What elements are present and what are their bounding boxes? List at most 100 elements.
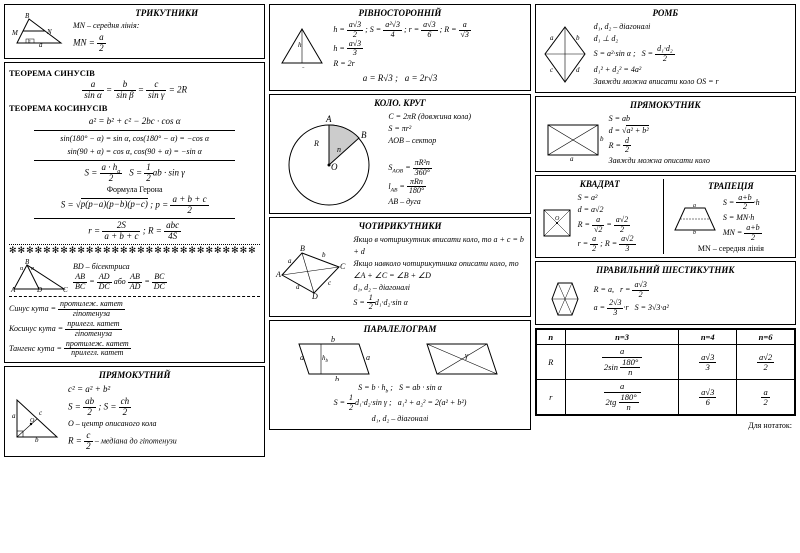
svg-text:a: a [570,155,574,161]
box-poly-table: n n=3 n=4 n=6 R a2sin 180°n a√33 a√22 r … [535,328,796,416]
svg-text:b: b [576,34,580,42]
cell: a√33 [679,345,737,380]
right-triangle-icon: O a b c [9,392,64,442]
svg-text:α: α [31,266,35,272]
hexagon-icon [540,277,590,321]
cell: a√22 [737,345,795,380]
th-n4: n=4 [679,330,737,345]
box-hexagon: ПРАВИЛЬНИЙ ШЕСТИКУТНИК R = a, r = a√32 a… [535,261,796,325]
svg-text:C: C [340,262,346,271]
hexagon-formulas: R = a, r = a√32 a = 2√33·r S = 3√3·a² [594,281,669,318]
svg-text:B: B [25,259,30,266]
svg-text:A: A [10,286,16,293]
svg-text:M: M [11,29,19,37]
box-square-trap: КВАДРАТ O S = a²d = a√2 R = a√2 = a√22 r… [535,175,796,258]
td-r: r [536,380,565,415]
svg-text:b: b [335,375,339,381]
rectangle-icon: a b [540,119,605,161]
trapezoid-icon: a b [671,202,719,234]
rhombus-formulas: d₁, d₂ – діагоналі d₁ ⊥ d₂ S = a²·sin α … [594,21,719,88]
svg-text:O: O [30,418,35,424]
svg-text:h: h [28,40,31,45]
box-rhombus: РОМБ a b c d d₁, d₂ – діагоналі d₁ ⊥ d₂ … [535,4,796,93]
svg-text:a: a [301,65,305,68]
box-quadrilaterals: ЧОТИРИКУТНИКИ A B C D a b c d Якщо в чот… [269,217,530,318]
svg-text:R: R [313,139,319,148]
rhombus-title: РОМБ [540,8,791,18]
cell: a2tg 180°n [565,380,679,415]
rhombus-icon: a b c d [540,22,590,87]
bisector-formulas: BD – бісектриса ABBC = ADDC або ABAD = B… [73,261,167,292]
hexagon-title: ПРАВИЛЬНИЙ ШЕСТИКУТНИК [540,265,791,275]
triangles-title: ТРИКУТНИКИ [73,8,260,18]
svg-text:O: O [555,216,560,222]
circle-icon: O A B R n [274,110,384,210]
cosine-f3: sin(90 + α) = cos α, cos(90 + α) = −sin … [9,146,260,158]
svg-text:D: D [311,292,318,300]
cell: a2sin 180°n [565,345,679,380]
column-1: a M N B h ТРИКУТНИКИ MN – середня лінія:… [4,4,265,549]
sine-title: ТЕОРЕМА СИНУСІВ [9,68,260,78]
sine-formula: asin α = bsin β = csin γ = 2R [9,80,260,101]
notes-label: Для нотаток: [535,419,796,432]
th-n3: n=3 [565,330,679,345]
column-3: РОМБ a b c d d₁, d₂ – діагоналі d₁ ⊥ d₂ … [535,4,796,549]
box-rectangle: ПРЯМОКУТНИК a b S = ab d = √a² + b² R = … [535,96,796,173]
svg-text:B: B [361,130,367,140]
svg-text:d: d [576,66,580,74]
svg-text:h: h [298,41,302,49]
trap-title: ТРАПЕЦІЯ [671,181,791,191]
quad-title: ЧОТИРИКУТНИКИ [274,221,525,231]
td-R: R [536,345,565,380]
right-title: ПРЯМОКУТНИЙ [9,370,260,380]
rectangle-formulas: S = ab d = √a² + b² R = d2 Завжди можна … [609,113,710,168]
svg-text:b: b [693,230,696,234]
trig-tan: Тангенс кута = протилеж. катетприлегл. к… [9,340,260,359]
bisector-icon: A B C D α α [9,259,69,293]
trap-formulas: S = a+b2·h S = MN·h MN = a+b2 [723,194,762,243]
equilateral-title: РІВНОСТОРОННІЙ [274,8,525,18]
svg-text:a: a [300,353,304,362]
parallelogram-icon-1: b b a a hb [291,336,381,381]
svg-text:b: b [35,436,39,442]
svg-text:a: a [39,41,43,49]
parallelogram-title: ПАРАЛЕЛОГРАМ [274,324,525,334]
svg-text:A: A [275,270,281,279]
square-formulas: S = a²d = a√2 R = a√2 = a√22 r = a2 ; R … [578,192,636,253]
heron-label: Формула Герона [9,185,260,194]
svg-text:B: B [25,13,30,20]
svg-text:a: a [550,34,554,42]
cosine-f2: sin(180° − α) = sin α, cos(180° − α) = −… [9,133,260,145]
svg-text:b: b [331,336,335,344]
midline-label: MN – середня лінія: [73,20,260,32]
quad-icon: A B C D a b c d [274,245,349,300]
svg-text:C: C [63,286,68,293]
svg-text:D: D [36,286,42,293]
box-circle: КОЛО. КРУГ O A B R n C = 2πR (довжина ко… [269,94,530,214]
radii-formula: r = 2Sa + b + c ; R = abc4S [9,221,260,242]
cell: a√36 [679,380,737,415]
box-sine-theorem: ТЕОРЕМА СИНУСІВ asin α = bsin β = csin γ… [4,62,265,363]
box-right-triangle: ПРЯМОКУТНИЙ O a b c c² = a² + b² S = ab2… [4,366,265,457]
svg-text:d: d [296,283,300,291]
parallelogram-formulas: S = b · hb ; S = ab · sin α S = 12d₁·d₂·… [274,382,525,425]
svg-text:O: O [331,162,338,172]
square-icon: O [540,206,574,240]
svg-text:b: b [600,135,604,143]
parallelogram-icon-2: γ [419,336,509,381]
area-formulas: S = a · ha2 S = 12ab · sin γ [9,163,260,184]
svg-text:B: B [300,245,305,253]
midline-formula: MN = a2 [73,33,260,54]
cosine-f1: a² = b² + c² − 2bc · cos α [9,115,260,129]
equilateral-bottom: a = R√3 ; a = 2r√3 [274,72,525,86]
box-equilateral: РІВНОСТОРОННІЙ h a h = a√32 ; S = a²√34 … [269,4,530,91]
cosine-title: ТЕОРЕМА КОСИНУСІВ [9,103,260,113]
svg-text:hb: hb [322,354,329,364]
column-2: РІВНОСТОРОННІЙ h a h = a√32 ; S = a²√34 … [269,4,530,549]
th-n6: n=6 [737,330,795,345]
right-formulas: c² = a² + b² S = ab2 ; S = ch2 O – центр… [68,383,177,452]
heron-formula: S = √p(p−a)(p−b)(p−c) ; p = a + b + c2 [9,195,260,216]
svg-text:N: N [46,28,52,36]
quad-text: Якщо в чотирикутник вписати коло, то a +… [353,234,525,313]
polygon-table: n n=3 n=4 n=6 R a2sin 180°n a√33 a√22 r … [536,329,795,415]
